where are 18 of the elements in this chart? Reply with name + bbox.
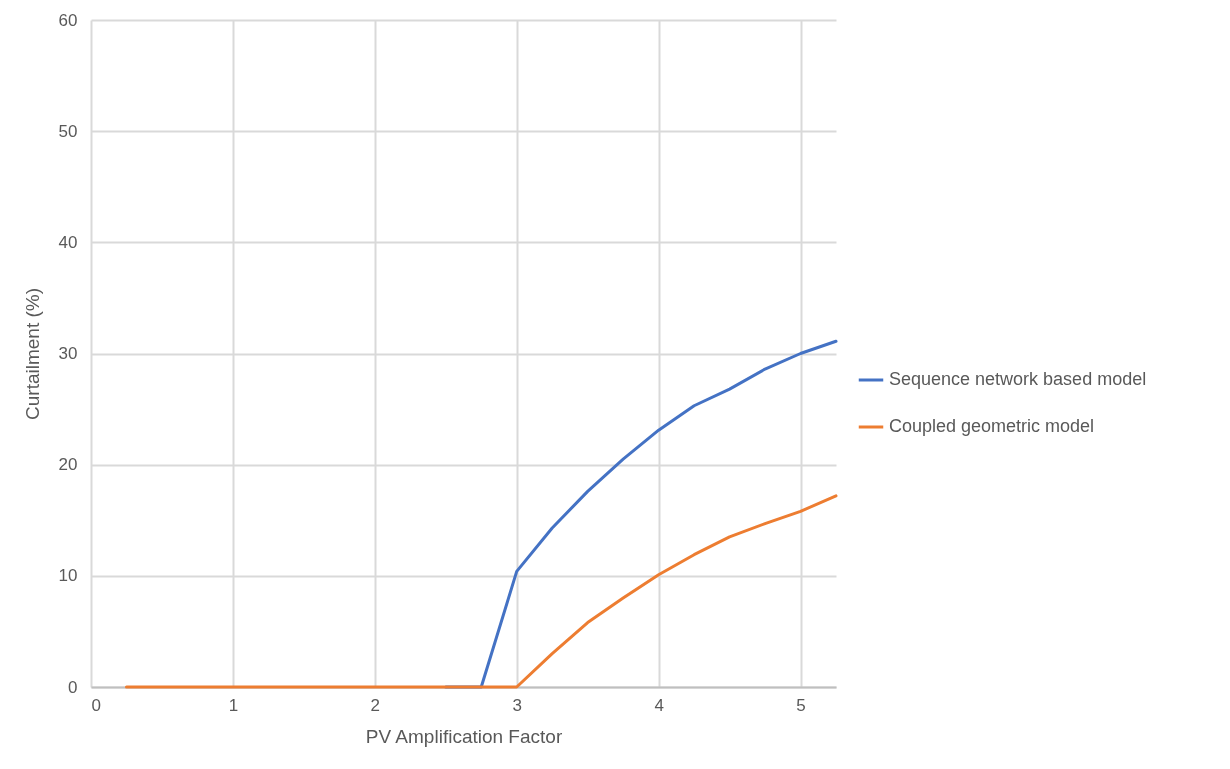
y-tick-label: 60 [58,10,78,30]
x-tick-label: 3 [512,695,522,715]
x-axis-title: PV Amplification Factor [365,725,563,747]
x-tick-label: 1 [228,695,239,715]
line-series [124,494,838,689]
y-axis-title: Curtailment (%) [21,288,43,420]
legend-label: Coupled geometric model [889,416,1095,436]
y-tick-label: 20 [58,455,78,475]
x-tick-label: 5 [796,695,806,715]
x-tick-label: 2 [370,695,381,715]
y-tick-label: 30 [58,344,78,363]
y-tick-label: 0 [68,677,78,697]
x-tick-label: 4 [654,695,664,715]
y-tick-label: 10 [58,566,78,586]
y-tick-label: 40 [58,232,78,252]
y-tick-label: 50 [58,121,78,141]
legend-label: Sequence network based model [889,369,1147,389]
x-tick-label: 0 [91,695,101,715]
